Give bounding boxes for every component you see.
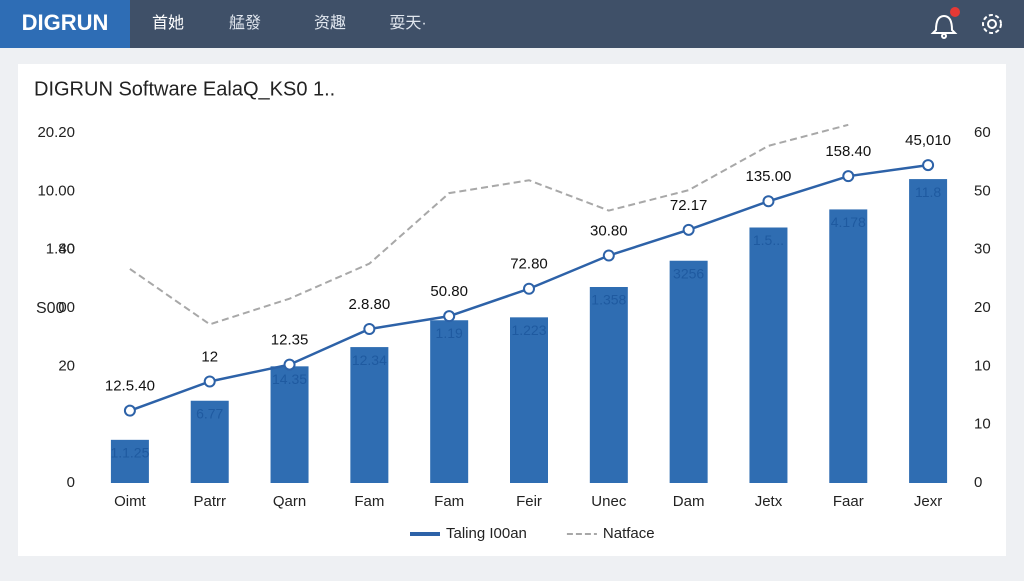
nav-bar: [0, 0, 1024, 48]
bar-label: 1.223: [511, 322, 546, 338]
tick-label: 10: [974, 416, 991, 433]
bar: [909, 179, 948, 484]
tick-label: 30: [974, 241, 991, 258]
point-label: 72.80: [510, 256, 548, 273]
tick-label: 10.00: [37, 182, 75, 199]
point-label: 135.00: [746, 168, 792, 185]
nav-item[interactable]: 耍天·: [389, 15, 426, 32]
bar: [430, 320, 469, 483]
tick-label: 0: [67, 474, 75, 491]
point: [363, 323, 376, 335]
point: [203, 375, 216, 388]
point-label: 12.5.40: [105, 378, 155, 395]
bar: [350, 347, 389, 483]
point-label: 12.35: [271, 332, 309, 349]
bar-label: 12.34: [352, 352, 387, 368]
point-label: 30.80: [590, 222, 628, 239]
bar-label: 1.5...: [753, 232, 784, 248]
tick-label: 20.20: [37, 124, 75, 141]
tick-label: 40: [58, 241, 75, 258]
point-label: 50.80: [430, 283, 468, 300]
x-tick-label: Feir: [516, 493, 542, 510]
bar-label: 1.358: [591, 292, 626, 308]
x-tick-label: Faar: [833, 493, 864, 510]
bell-icon[interactable]: [930, 7, 960, 39]
point-label: 158.40: [825, 143, 871, 160]
point: [922, 159, 935, 172]
tick-label: 20: [58, 357, 75, 374]
tick-label: 50: [974, 182, 991, 199]
bar-label: 6.77: [196, 405, 223, 421]
x-tick-label: Jexr: [914, 493, 942, 510]
bar-label: 3256: [673, 265, 704, 281]
x-tick-label: Unec: [591, 493, 627, 510]
bar: [190, 400, 229, 483]
point: [682, 223, 695, 236]
bar: [829, 209, 868, 483]
x-tick-label: Oimt: [114, 493, 146, 510]
tick-label: 1.80: [46, 241, 75, 258]
tick-label: 00: [58, 299, 75, 316]
bar: [270, 366, 309, 483]
bar: [589, 287, 628, 483]
brand-box: [0, 0, 130, 48]
x-tick-label: Jetx: [755, 493, 783, 510]
y-axis-label: S00: [36, 300, 65, 317]
point-label: 12: [201, 348, 218, 365]
bar-label: 1.1.25: [110, 445, 149, 461]
x-tick-label: Dam: [673, 493, 705, 510]
bar: [749, 227, 788, 483]
point: [443, 310, 456, 323]
nav-item[interactable]: 首她: [152, 14, 184, 32]
point-label: 45,010: [905, 132, 951, 149]
point-label: 72.17: [670, 197, 708, 214]
point: [523, 282, 535, 295]
bar: [669, 260, 708, 483]
bar-label: 11.8: [915, 184, 941, 200]
brand[interactable]: DIGRUN: [22, 10, 109, 35]
bar-label: 1.19: [436, 325, 463, 341]
point: [762, 195, 775, 208]
bar: [510, 317, 548, 483]
x-tick-label: Qarn: [273, 493, 306, 510]
point: [123, 404, 136, 417]
tick-label: 0: [974, 474, 982, 491]
x-tick-label: Fam: [434, 493, 464, 510]
chart-title: DIGRUN Software EalaQ_KS0 1..: [34, 78, 335, 100]
tick-label: 60: [974, 124, 991, 141]
point: [842, 170, 855, 183]
point: [283, 358, 296, 371]
tick-label: 20: [974, 299, 991, 316]
bar-label: 4.178: [831, 214, 866, 230]
legend-label: Taling I00an: [446, 525, 527, 542]
nav-item[interactable]: 艋發: [229, 14, 261, 32]
settings-icon[interactable]: [982, 14, 1002, 34]
bar: [110, 439, 149, 483]
legend-label: Natface: [603, 525, 655, 542]
bar-label: 14.35: [272, 371, 307, 387]
point: [602, 249, 615, 262]
x-tick-label: Patrr: [193, 493, 226, 510]
x-tick-label: Fam: [354, 493, 384, 510]
tick-label: 10: [974, 357, 991, 374]
nav-item[interactable]: 资趣: [314, 14, 346, 32]
point-label: 2.8.80: [349, 296, 391, 313]
